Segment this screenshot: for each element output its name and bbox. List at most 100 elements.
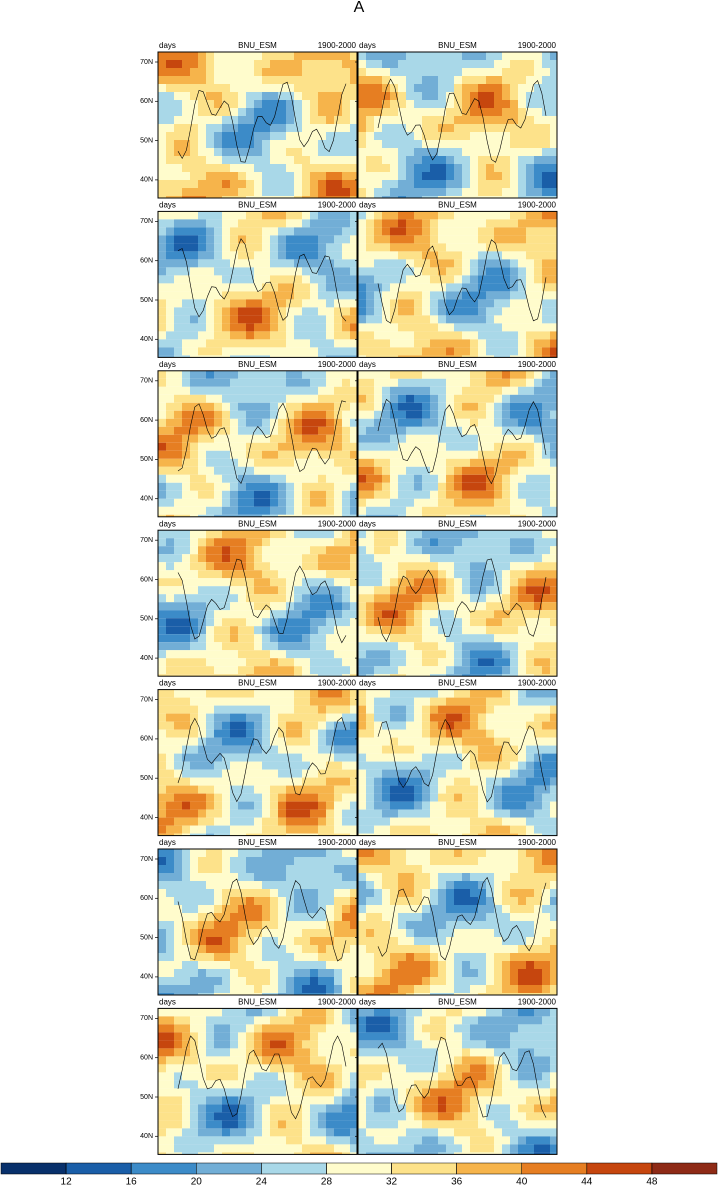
field-cell xyxy=(334,873,342,881)
field-cell xyxy=(350,235,357,244)
field-cell xyxy=(286,68,294,76)
field-cell xyxy=(310,164,318,172)
field-cell xyxy=(166,235,174,244)
field-cell xyxy=(302,100,310,108)
field-cell xyxy=(430,92,438,100)
field-cell xyxy=(462,100,470,108)
field-cell xyxy=(494,243,502,252)
field-cell xyxy=(486,259,494,268)
field-cell xyxy=(414,458,422,467)
field-cell xyxy=(182,658,190,667)
field-cell xyxy=(222,60,230,68)
field-cell xyxy=(166,323,174,332)
field-cell xyxy=(526,52,534,60)
field-cell xyxy=(246,650,254,659)
field-cell xyxy=(334,315,342,324)
field-cell xyxy=(326,156,334,164)
field-cell xyxy=(390,140,398,148)
field-cell xyxy=(390,291,398,300)
field-cell xyxy=(502,180,510,188)
field-cell xyxy=(294,530,302,539)
field-cell xyxy=(550,323,557,332)
field-cell xyxy=(366,76,374,84)
field-cell xyxy=(286,172,294,180)
field-cell xyxy=(214,474,222,483)
field-cell xyxy=(462,339,470,348)
field-cell xyxy=(246,84,254,92)
field-cell xyxy=(502,434,510,443)
field-cell xyxy=(342,705,350,714)
field-cell xyxy=(350,442,357,451)
field-cell xyxy=(486,721,494,730)
field-cell xyxy=(446,180,454,188)
field-cell xyxy=(246,466,254,475)
field-cell xyxy=(526,355,534,358)
field-cell xyxy=(526,506,534,515)
field-cell xyxy=(390,514,398,517)
field-cell xyxy=(318,148,326,156)
field-cell xyxy=(262,164,270,172)
field-cell xyxy=(246,108,254,116)
field-cell xyxy=(334,626,342,635)
field-cell xyxy=(350,108,357,116)
field-cell xyxy=(478,785,486,794)
field-cell xyxy=(246,402,254,411)
field-cell xyxy=(550,594,557,603)
field-cell xyxy=(318,594,326,603)
field-cell xyxy=(462,729,470,738)
field-cell xyxy=(230,394,238,403)
field-cell xyxy=(510,394,518,403)
field-cell xyxy=(350,434,357,443)
field-cell xyxy=(342,666,350,675)
field-cell xyxy=(550,721,557,730)
field-cell xyxy=(342,777,350,786)
field-cell xyxy=(254,482,262,491)
field-cell xyxy=(510,761,518,770)
field-cell xyxy=(390,180,398,188)
field-cell xyxy=(206,283,214,292)
field-cell xyxy=(174,442,182,451)
field-cell xyxy=(254,466,262,475)
field-cell xyxy=(454,283,462,292)
field-cell xyxy=(222,355,230,358)
field-cell xyxy=(214,60,222,68)
field-cell xyxy=(478,626,486,635)
field-cell xyxy=(502,514,510,517)
field-cell xyxy=(358,618,366,627)
field-cell xyxy=(198,785,206,794)
field-cell xyxy=(550,235,557,244)
field-cell xyxy=(550,140,557,148)
field-cell xyxy=(406,474,414,483)
field-cell xyxy=(502,243,510,252)
field-cell xyxy=(182,180,190,188)
field-cell xyxy=(526,172,534,180)
field-cell xyxy=(406,267,414,276)
field-cell xyxy=(366,482,374,491)
field-cell xyxy=(510,769,518,778)
field-cell xyxy=(374,809,382,818)
field-cell xyxy=(206,753,214,762)
field-cell xyxy=(158,642,166,651)
field-cell xyxy=(470,180,478,188)
field-cell xyxy=(166,347,174,356)
field-cell xyxy=(438,347,446,356)
field-cell xyxy=(334,323,342,332)
field-cell xyxy=(286,243,294,252)
field-cell xyxy=(494,538,502,547)
field-cell xyxy=(526,705,534,714)
field-cell xyxy=(238,769,246,778)
field-cell xyxy=(518,666,526,675)
field-cell xyxy=(326,498,334,507)
field-cell xyxy=(174,251,182,260)
field-cell xyxy=(294,474,302,483)
field-cell xyxy=(366,402,374,411)
field-cell xyxy=(382,817,390,826)
field-cell xyxy=(350,570,357,579)
field-cell xyxy=(182,506,190,515)
field-cell xyxy=(222,777,230,786)
field-cell xyxy=(534,458,542,467)
field-cell xyxy=(190,84,198,92)
field-cell xyxy=(366,466,374,475)
field-cell xyxy=(246,634,254,643)
field-cell xyxy=(446,793,454,802)
